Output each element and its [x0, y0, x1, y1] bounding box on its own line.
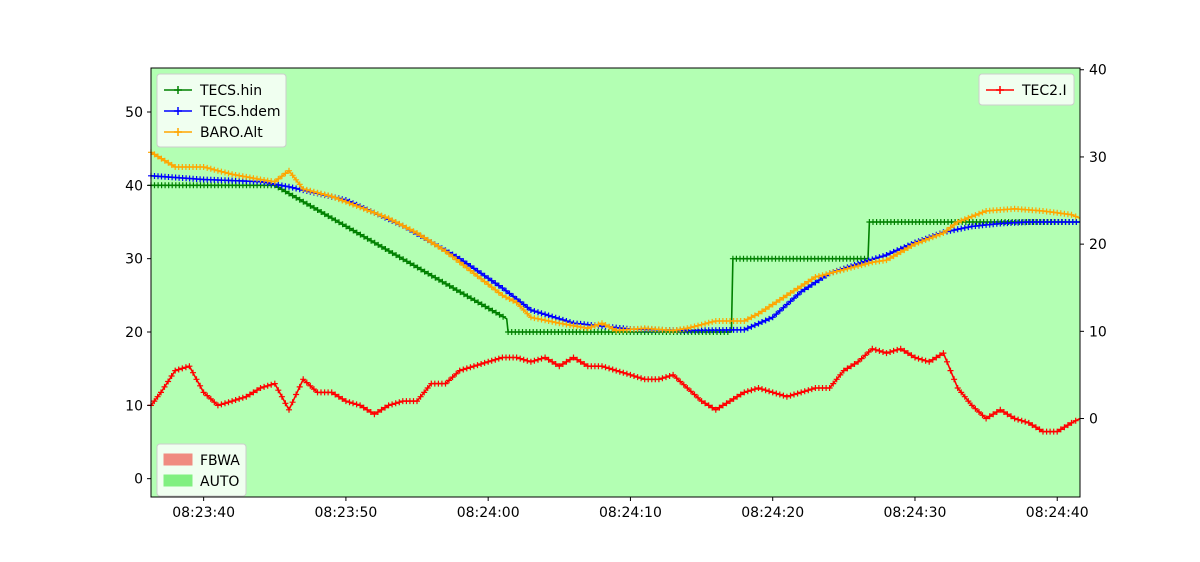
legend-box: [156, 73, 287, 148]
legend-marker: [174, 86, 182, 94]
legend-layer: TECS.hin TECS.hdem BARO.Alt TEC2.I FBWA AUTO: [156, 73, 1075, 497]
legend-label: AUTO: [200, 474, 239, 490]
legend-right-axis: TEC2.I: [978, 73, 1075, 106]
y-left-tick-label: 10: [125, 398, 143, 414]
y-left-tick-label: 20: [125, 325, 143, 341]
x-tick-label: 08:23:50: [314, 505, 377, 521]
y-left-tick-label: 50: [125, 105, 143, 121]
x-tick-label: 08:23:40: [172, 505, 235, 521]
legend-box: [978, 73, 1075, 106]
y-left-tick-label: 40: [125, 178, 143, 194]
x-tick-label: 08:24:00: [457, 505, 520, 521]
legend-label: FBWA: [200, 453, 240, 469]
legend-left-axis: TECS.hin TECS.hdem BARO.Alt: [156, 73, 287, 148]
x-tick-label: 08:24:30: [884, 505, 947, 521]
legend-swatch: [163, 453, 193, 466]
legend-label: BARO.Alt: [200, 125, 263, 141]
y-right-tick-label: 40: [1089, 63, 1107, 79]
y-right-tick-label: 30: [1089, 150, 1107, 166]
plot-frame: [150, 67, 1081, 498]
legend-label: TECS.hdem: [199, 104, 281, 120]
legend-label: TEC2.I: [1021, 83, 1067, 99]
plot-area: [151, 68, 1080, 497]
legend-modes: FBWA AUTO: [156, 443, 247, 497]
legend-marker: [996, 86, 1004, 94]
legend-label: TECS.hin: [199, 83, 262, 99]
x-tick-label: 08:24:10: [599, 505, 662, 521]
y-right-tick-label: 10: [1089, 324, 1107, 340]
y-right-tick-label: 0: [1089, 412, 1098, 428]
x-tick-label: 08:24:20: [741, 505, 804, 521]
legend-marker: [174, 128, 182, 136]
y-left-tick-label: 0: [134, 472, 143, 488]
x-tick-label: 08:24:40: [1026, 505, 1089, 521]
y-right-tick-label: 20: [1089, 237, 1107, 253]
axes-layer: 08:23:40 08:23:50 08:24:00 08:24:10 08:24:20…: [125, 63, 1107, 521]
y-left-tick-label: 30: [125, 252, 143, 268]
legend-swatch: [163, 474, 193, 487]
legend-marker: [174, 107, 182, 115]
